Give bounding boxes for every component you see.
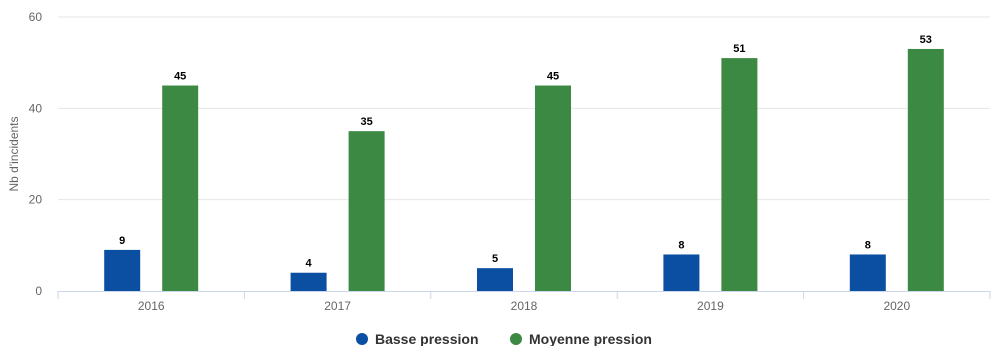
legend-marker bbox=[510, 333, 522, 345]
x-tick-label: 2016 bbox=[138, 299, 165, 313]
bar-basse-pression[interactable] bbox=[477, 268, 513, 291]
data-label: 5 bbox=[492, 253, 498, 265]
bar-basse-pression[interactable] bbox=[663, 254, 700, 291]
bar-basse-pression[interactable] bbox=[290, 272, 327, 291]
data-label: 8 bbox=[865, 239, 871, 251]
data-labels: 9 45 4 35 5 45 8 51 8 53 bbox=[119, 34, 932, 270]
legend-item[interactable]: Moyenne pression bbox=[510, 331, 652, 346]
bar-basse-pression[interactable] bbox=[849, 254, 886, 291]
y-tick-label: 0 bbox=[35, 284, 42, 298]
legend-label: Basse pression bbox=[375, 331, 479, 346]
x-tick-label: 2019 bbox=[697, 299, 724, 313]
legend: Basse pression Moyenne pression bbox=[356, 331, 652, 346]
y-tick-label: 40 bbox=[29, 101, 43, 115]
data-label: 8 bbox=[678, 239, 684, 251]
legend-marker bbox=[356, 333, 368, 345]
x-tick-label: 2018 bbox=[511, 299, 538, 313]
data-label: 53 bbox=[920, 34, 932, 46]
bar-moyenne-pression[interactable] bbox=[721, 58, 758, 291]
y-tick-label: 60 bbox=[29, 10, 43, 24]
y-tick-label: 20 bbox=[29, 193, 43, 207]
bars bbox=[104, 48, 944, 292]
bar-moyenne-pression[interactable] bbox=[348, 131, 385, 291]
data-label: 45 bbox=[174, 71, 186, 83]
axes: 0 20 40 60 2016 2017 2018 2019 2020 bbox=[29, 10, 991, 313]
legend-label: Moyenne pression bbox=[529, 331, 652, 346]
x-tick-label: 2017 bbox=[324, 299, 351, 313]
bar-basse-pression[interactable] bbox=[104, 249, 141, 291]
data-label: 9 bbox=[119, 235, 125, 247]
legend-item[interactable]: Basse pression bbox=[356, 331, 479, 346]
data-label: 35 bbox=[360, 116, 372, 128]
data-label: 45 bbox=[547, 71, 559, 83]
bar-moyenne-pression[interactable] bbox=[535, 85, 571, 292]
gridlines bbox=[58, 16, 990, 201]
x-tick-label: 2020 bbox=[883, 299, 910, 313]
data-label: 51 bbox=[733, 43, 745, 55]
bar-moyenne-pression[interactable] bbox=[162, 85, 199, 292]
bar-moyenne-pression[interactable] bbox=[907, 48, 944, 291]
data-label: 4 bbox=[306, 258, 313, 270]
y-axis-title: Nb d'incidents bbox=[7, 117, 21, 192]
